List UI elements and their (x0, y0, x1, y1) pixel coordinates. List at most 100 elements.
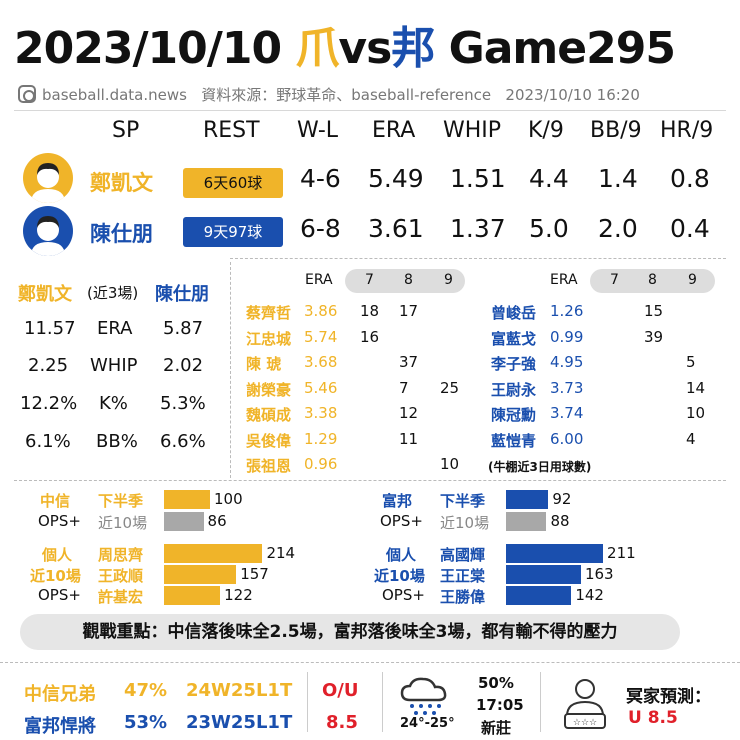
footer-team-b: 富邦悍將 (24, 716, 96, 737)
bullpen_a-day7-pitches: 16 (360, 327, 380, 346)
hr9-a: 0.8 (670, 164, 710, 193)
era-header: ERA (372, 118, 416, 143)
k9-a: 4.4 (529, 164, 569, 193)
bullpen_a-name: 吳俊偉 (246, 431, 292, 450)
ops-a-ind-label: 近10場 (30, 567, 81, 585)
divider (230, 258, 726, 259)
ops-b-label: OPS+ (380, 512, 423, 530)
footer-team-a: 中信兄弟 (24, 684, 96, 705)
rest-badge-a: 6天60球 (183, 168, 283, 198)
recent-right-value: 5.87 (163, 318, 204, 339)
footer-record-b: 23W25L1T (186, 712, 293, 733)
ops_b-player-bar (506, 565, 581, 584)
predict-label: 冥家預測： (626, 687, 711, 707)
ou-value: 8.5 (326, 712, 358, 733)
ops_b-player-name: 王正棠 (440, 567, 486, 585)
ops_a-season-bar (164, 490, 210, 509)
bullpen-a-day-9: 9 (444, 272, 453, 288)
bullpen_b-day9-pitches: 4 (686, 429, 696, 448)
bullpen_b-day9-pitches: 10 (686, 404, 706, 422)
ops_a-player-name: 王政順 (98, 567, 144, 585)
ops_a-player-bar (164, 565, 237, 584)
ops-a-ind-label: OPS+ (38, 586, 81, 604)
bullpen-b-era-header: ERA (550, 272, 578, 288)
avatar-icon (23, 206, 73, 256)
bullpen_b-name: 李子強 (491, 355, 537, 373)
ops_a-player-bar-value: 157 (240, 565, 269, 583)
svg-text:☆☆☆: ☆☆☆ (573, 718, 597, 728)
recent-right-value: 5.3% (160, 393, 206, 414)
bullpen_a-day7-pitches: 18 (360, 302, 380, 320)
game-time: 17:05 (476, 696, 524, 714)
vs-label: vs (338, 23, 392, 74)
bullpen_b-era: 4.95 (550, 353, 584, 371)
bullpen_a-name: 魏碩成 (246, 406, 292, 424)
whip-header: WHIP (443, 118, 502, 143)
instagram-icon (18, 85, 36, 103)
ops_a-player-bar (164, 586, 221, 605)
bullpen-b-day-8: 8 (648, 272, 657, 288)
bullpen_a-day8-pitches: 7 (399, 378, 409, 397)
bullpen-a-day-header-bg (345, 269, 465, 293)
ops-b-last10-label: 近10場 (440, 514, 490, 532)
wl-header: W-L (297, 118, 339, 143)
bb9-a: 1.4 (598, 164, 638, 193)
bullpen_a-day9-pitches: 10 (440, 455, 460, 473)
bullpen_a-era: 5.74 (304, 327, 338, 346)
bullpen-b-day-9: 9 (688, 272, 697, 288)
venue: 新莊 (481, 719, 512, 737)
bullpen-b-day-7: 7 (610, 272, 619, 288)
ops_a-player-bar (164, 544, 263, 563)
wl-b: 6-8 (300, 214, 341, 243)
ops_b-player-bar (506, 586, 572, 605)
source-text: 資料來源：野球革命、baseball-reference (201, 86, 492, 104)
rain-cloud-icon (398, 676, 456, 720)
ops_a-player-bar-value: 122 (224, 586, 253, 604)
timestamp: 2023/10/10 16:20 (505, 86, 640, 104)
hr9-b: 0.4 (670, 214, 710, 243)
predictor-icon: ☆☆☆ (560, 676, 610, 736)
ops-b-ind-label: 個人 (386, 546, 417, 564)
ops_b-player-bar-value: 142 (575, 586, 604, 604)
ops_a-player-name: 許基宏 (98, 588, 144, 606)
game-number: Game295 (448, 23, 676, 74)
bullpen_b-era: 3.73 (550, 378, 584, 397)
rain-chance: 50% (478, 674, 514, 692)
highlight-banner-bg (20, 614, 680, 650)
bullpen_a-era: 3.86 (304, 302, 338, 320)
predict-value: U 8.5 (628, 708, 678, 728)
bullpen_a-name: 謝榮豪 (246, 380, 292, 399)
temperature: 24°-25° (400, 716, 455, 731)
ops_b-player-bar-value: 163 (584, 565, 614, 583)
recent-left-value: 12.2% (20, 393, 78, 414)
bullpen_b-era: 6.00 (550, 429, 584, 448)
ops-a-season-label: 下半季 (98, 492, 144, 510)
bullpen_b-name: 曾峻岳 (491, 304, 537, 322)
recent-left-value: 6.1% (25, 431, 71, 452)
bullpen_b-name: 富藍戈 (491, 329, 537, 348)
recent-stat-label: ERA (97, 318, 133, 339)
ops-b-season-label: 下半季 (440, 492, 486, 510)
divider (0, 662, 740, 663)
ops_b-last10-bar (506, 512, 547, 531)
bullpen_a-day8-pitches: 11 (399, 429, 419, 448)
ops_b-player-name: 高國輝 (440, 546, 486, 564)
bullpen_b-day8-pitches: 15 (644, 302, 664, 320)
bullpen_a-day9-pitches: 25 (440, 378, 460, 397)
divider (14, 110, 726, 111)
divider (230, 262, 231, 478)
ou-label: O/U (322, 680, 359, 701)
highlight-banner: 觀戰重點：中信落後味全2.5場，富邦落後味全3場，都有輸不得的壓力 (82, 622, 618, 642)
ops_a-last10-bar-value: 86 (207, 512, 227, 530)
bullpen_b-name: 王尉永 (491, 380, 537, 399)
bullpen_a-name: 江忠城 (246, 329, 292, 348)
page-title: 2023/10/10 爪vs邦 Game295 (14, 12, 676, 76)
ops_b-player-bar-value: 211 (607, 544, 636, 562)
ops_a-player-name: 周思齊 (98, 546, 144, 564)
bullpen_b-era: 3.74 (550, 404, 584, 422)
recent-stat-label: WHIP (90, 355, 138, 376)
bullpen_a-name: 張祖恩 (246, 457, 292, 475)
divider (307, 672, 308, 732)
recent-stat-label: K% (99, 393, 128, 414)
wl-a: 4-6 (300, 164, 341, 193)
